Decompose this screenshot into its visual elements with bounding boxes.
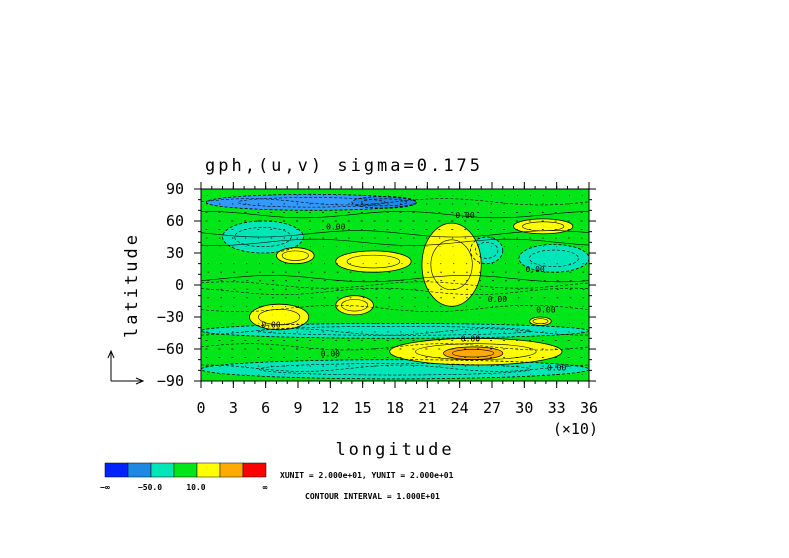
y-tick-label: 30 — [166, 244, 184, 262]
contour-label: 0.00 — [261, 321, 280, 330]
units-text: XUNIT = 2.000e+01, YUNIT = 2.000e+01 — [280, 471, 454, 480]
colorbar-swatch — [104, 462, 129, 478]
contour-line — [258, 363, 532, 376]
contour-lines — [201, 193, 589, 380]
contour-region-pos — [249, 304, 309, 330]
contour-line — [249, 303, 310, 331]
contour-line — [470, 236, 504, 265]
contour-line — [201, 275, 589, 283]
x-tick-label: 0 — [196, 399, 205, 417]
contour-line — [351, 196, 417, 209]
y-tick-label: 0 — [175, 276, 184, 294]
contour-line — [518, 244, 589, 273]
contour-region-pos — [276, 247, 315, 264]
contour-region-high — [443, 346, 503, 360]
contour-line — [532, 318, 549, 325]
x-tick-label: 18 — [386, 399, 404, 417]
colorbar-label: −50.0 — [138, 483, 162, 492]
y-tick-label: −60 — [157, 340, 184, 358]
contour-line — [234, 227, 292, 247]
x-tick-label: 27 — [483, 399, 501, 417]
colorbar-label: 10.0 — [186, 483, 205, 492]
vector-reference — [107, 349, 145, 385]
contour-line — [452, 349, 495, 358]
contour-line — [281, 250, 309, 261]
contour-line — [222, 220, 304, 254]
colorbar-swatch — [173, 462, 198, 478]
contour-label: 0.00 — [461, 335, 480, 344]
contour-line — [474, 242, 499, 259]
x-axis-label: longitude — [335, 440, 454, 460]
contour-line — [389, 337, 563, 366]
contour-label: 0.00 — [488, 295, 507, 304]
contour-labels: 0.00 0.00 0.00 0.00 0.00 0.00 0.00 0.00 0.00 — [261, 211, 566, 373]
colorbar-swatch — [219, 462, 244, 478]
contour-line — [201, 230, 589, 238]
chart-title: gph,(u,v) sigma=0.175 — [205, 156, 483, 176]
contour-line — [529, 249, 579, 267]
contour-label: 0.00 — [536, 306, 555, 315]
colorbar-label: −∞ — [100, 483, 110, 492]
contour-label: 0.00 — [525, 265, 544, 274]
y-tick-label: −30 — [157, 308, 184, 326]
x-tick-label: 33 — [548, 399, 566, 417]
x-tick-label: 24 — [451, 399, 469, 417]
y-tick-label: 60 — [166, 212, 184, 230]
x-tick-label: 21 — [418, 399, 436, 417]
colorbar: −∞ −50.0 10.0 ∞ — [100, 462, 268, 492]
contour-interval-text: CONTOUR INTERVAL = 1.000E+01 — [305, 492, 440, 501]
contour-line — [443, 346, 504, 361]
x-tick-label: 12 — [321, 399, 339, 417]
contour-label: 0.00 — [326, 223, 345, 232]
contour-line — [201, 211, 589, 219]
contour-line — [346, 254, 401, 269]
contour-region-pos — [335, 250, 412, 273]
y-axis-label: latitude — [122, 232, 142, 338]
contour-line — [529, 316, 552, 326]
contour-region-pos — [421, 223, 482, 307]
contour-line — [335, 250, 412, 273]
contour-line — [430, 239, 473, 290]
colorbar-swatch — [150, 462, 175, 478]
contour-label: 0.00 — [321, 349, 340, 358]
colorbar-swatch — [196, 462, 221, 478]
colorbar-swatch — [127, 462, 152, 478]
contour-line — [258, 326, 532, 336]
contour-label: 0.00 — [455, 211, 474, 220]
x-tick-label: 15 — [354, 399, 372, 417]
contour-line — [421, 222, 482, 307]
contour-line — [361, 198, 408, 207]
x-tick-label: 6 — [261, 399, 270, 417]
colorbar-swatch — [242, 462, 267, 478]
contour-region-mid-neg — [518, 244, 589, 273]
contour-region-pos — [335, 295, 374, 315]
colorbar-label: ∞ — [263, 483, 268, 492]
x-tick-label: 36 — [580, 399, 598, 417]
contour-label: 0.00 — [547, 363, 566, 372]
y-tick-label: −90 — [157, 372, 184, 390]
x-scale-label: (×10) — [553, 420, 598, 438]
contour-region-pos — [513, 218, 573, 234]
y-tick-label: 90 — [166, 180, 184, 198]
wind-vectors — [205, 194, 585, 376]
contour-line — [276, 247, 315, 265]
contour-line — [258, 309, 301, 325]
contour-line — [513, 218, 574, 235]
x-tick-label: 3 — [229, 399, 238, 417]
x-tick-label: 9 — [293, 399, 302, 417]
x-tick-label: 30 — [515, 399, 533, 417]
contour-line — [237, 197, 386, 208]
contour-line — [201, 238, 589, 246]
